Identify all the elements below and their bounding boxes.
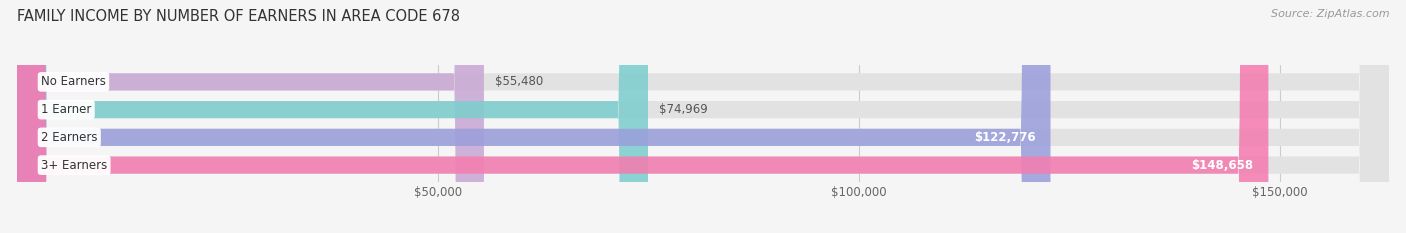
FancyBboxPatch shape xyxy=(17,0,484,233)
FancyBboxPatch shape xyxy=(17,0,1389,233)
FancyBboxPatch shape xyxy=(17,0,648,233)
Text: Source: ZipAtlas.com: Source: ZipAtlas.com xyxy=(1271,9,1389,19)
Text: 2 Earners: 2 Earners xyxy=(41,131,97,144)
Text: $55,480: $55,480 xyxy=(495,75,543,88)
Text: $122,776: $122,776 xyxy=(974,131,1035,144)
Text: No Earners: No Earners xyxy=(41,75,105,88)
Text: 1 Earner: 1 Earner xyxy=(41,103,91,116)
FancyBboxPatch shape xyxy=(17,0,1389,233)
Text: $148,658: $148,658 xyxy=(1191,159,1253,171)
Text: $74,969: $74,969 xyxy=(659,103,707,116)
Text: FAMILY INCOME BY NUMBER OF EARNERS IN AREA CODE 678: FAMILY INCOME BY NUMBER OF EARNERS IN AR… xyxy=(17,9,460,24)
FancyBboxPatch shape xyxy=(17,0,1389,233)
FancyBboxPatch shape xyxy=(17,0,1389,233)
FancyBboxPatch shape xyxy=(17,0,1050,233)
FancyBboxPatch shape xyxy=(17,0,1268,233)
Text: 3+ Earners: 3+ Earners xyxy=(41,159,107,171)
